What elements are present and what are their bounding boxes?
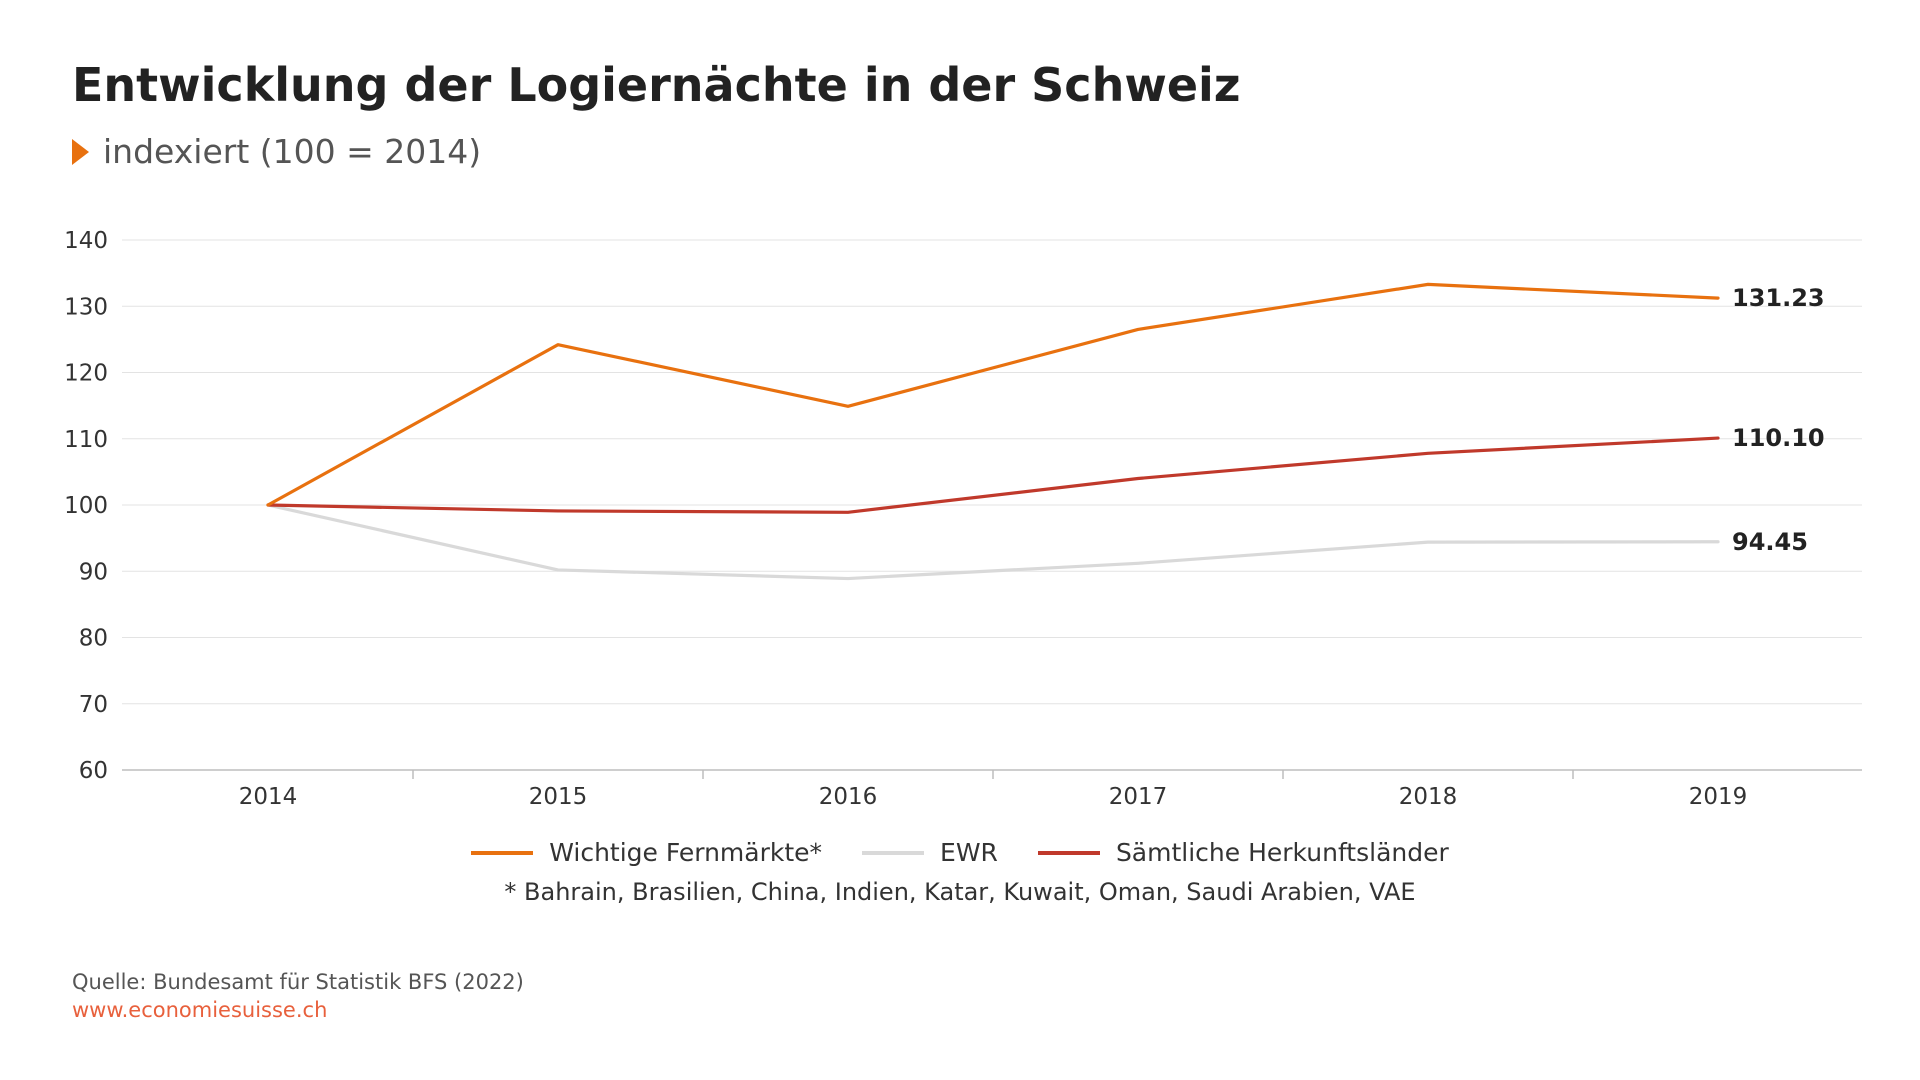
legend-label-ewr: EWR — [940, 838, 998, 867]
y-tick-label-70: 70 — [79, 692, 108, 718]
x-tick-label-2018: 2018 — [1399, 784, 1458, 810]
gridlines — [122, 239, 1862, 705]
legend-swatch-ewr — [862, 850, 925, 855]
x-tick-label-2019: 2019 — [1689, 784, 1748, 810]
triangle-right-icon — [72, 138, 89, 165]
y-tick-label-90: 90 — [79, 559, 108, 585]
chart-title: Entwicklung der Logiernächte in der Schw… — [72, 58, 1241, 112]
series-line-fernmaerkte — [266, 282, 1720, 507]
legend-swatch-fernmaerkte — [471, 850, 534, 855]
end-label-ewr: 94.45 — [1732, 528, 1808, 556]
y-tick-label-80: 80 — [79, 626, 108, 652]
x-tick-label-2014: 2014 — [239, 784, 298, 810]
legend: Wichtige Fernmärkte* EWR Sämtliche Herku… — [0, 838, 1920, 867]
legend-swatch-alle — [1037, 850, 1100, 855]
x-tick-label-2015: 2015 — [529, 784, 588, 810]
series-line-alle — [266, 436, 1720, 514]
legend-item-alle: Sämtliche Herkunftsländer — [1037, 838, 1449, 867]
line-chart: 60 70 80 90 100 110 120 130 140 2014 2015 2016 2017 2… — [64, 228, 1862, 810]
legend-label-fernmaerkte: Wichtige Fernmärkte* — [549, 838, 823, 867]
end-labels: 131.23 94.45 110.10 — [1732, 284, 1825, 556]
legend-item-fernmaerkte: Wichtige Fernmärkte* — [471, 838, 822, 867]
chart-subtitle: indexiert (100 = 2014) — [72, 132, 481, 171]
x-tick-label-2017: 2017 — [1109, 784, 1168, 810]
y-tick-label-120: 120 — [64, 361, 108, 387]
subtitle-text: indexiert (100 = 2014) — [103, 132, 482, 171]
source-note: Quelle: Bundesamt für Statistik BFS (202… — [72, 970, 524, 994]
series-line-ewr — [266, 503, 1720, 581]
y-tick-label-100: 100 — [64, 493, 108, 519]
legend-label-alle: Sämtliche Herkunftsländer — [1115, 838, 1449, 867]
x-tick-label-2016: 2016 — [819, 784, 878, 810]
footnote: * Bahrain, Brasilien, China, Indien, Kat… — [504, 878, 1416, 906]
series-lines — [266, 282, 1720, 581]
y-tick-label-130: 130 — [64, 294, 108, 320]
axes: 60 70 80 90 100 110 120 130 140 2014 2015 2016 2017 2… — [64, 228, 1862, 810]
source-url: www.economiesuisse.ch — [72, 998, 328, 1022]
y-tick-label-110: 110 — [64, 427, 108, 453]
end-label-fernmaerkte: 131.23 — [1732, 284, 1825, 312]
end-label-alle: 110.10 — [1732, 424, 1825, 452]
y-tick-label-140: 140 — [64, 228, 108, 254]
legend-item-ewr: EWR — [862, 838, 998, 867]
y-tick-label-60: 60 — [79, 758, 108, 784]
